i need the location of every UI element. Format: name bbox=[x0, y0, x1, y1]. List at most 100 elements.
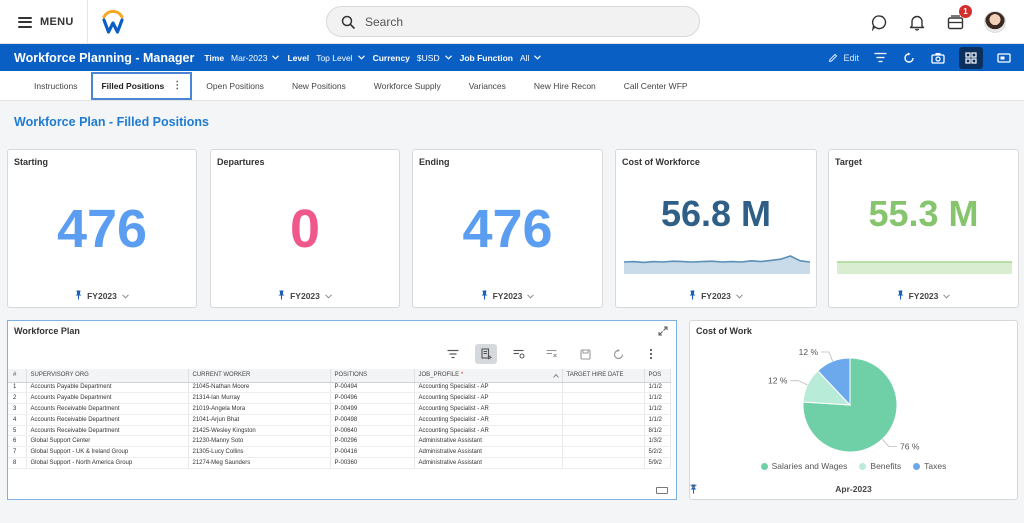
cell-supervisory-org[interactable]: Accounts Receivable Department bbox=[26, 414, 189, 426]
cell-current-worker[interactable]: 21274-Meg Saunders bbox=[188, 457, 331, 469]
legend-item[interactable]: Benefits bbox=[859, 461, 901, 471]
legend-item[interactable]: Salaries and Wages bbox=[760, 461, 847, 471]
cell-current-worker[interactable]: 21045-Nathan Moore bbox=[188, 382, 331, 394]
cell-position[interactable]: P-00360 bbox=[330, 457, 415, 469]
cell-position[interactable]: P-00416 bbox=[330, 446, 415, 459]
workday-logo-icon[interactable] bbox=[100, 9, 126, 35]
filter-level-dropdown[interactable]: Top Level bbox=[316, 53, 365, 63]
table-document-button[interactable] bbox=[475, 344, 497, 364]
kpi-card-target[interactable]: Target 55.3 M FY2023 bbox=[828, 149, 1019, 308]
expand-icon[interactable] bbox=[658, 326, 668, 336]
menu-button[interactable]: MENU bbox=[18, 12, 74, 32]
cell-job-profile[interactable]: Administrative Assistant bbox=[414, 435, 563, 448]
cell-target-hire-date[interactable] bbox=[562, 414, 645, 426]
cell-index[interactable]: 7 bbox=[8, 446, 27, 459]
cell-supervisory-org[interactable]: Global Support - UK & Ireland Group bbox=[26, 446, 189, 459]
col-header-supervisory-org[interactable]: SUPERVISORY ORG bbox=[26, 369, 189, 383]
cell-supervisory-org[interactable]: Global Support Center bbox=[26, 435, 189, 448]
tab-instructions[interactable]: Instructions bbox=[34, 80, 78, 91]
filter-time-dropdown[interactable]: Mar-2023 bbox=[231, 53, 280, 63]
cell-supervisory-org[interactable]: Accounts Receivable Department bbox=[26, 403, 189, 415]
table-refresh-button[interactable] bbox=[607, 344, 629, 364]
cell-job-profile[interactable]: Administrative Assistant bbox=[414, 446, 563, 459]
table-row[interactable]: 2 Accounts Payable Department 21314-Ian Mu… bbox=[8, 392, 671, 405]
search-box[interactable] bbox=[326, 6, 700, 37]
table-row[interactable]: 5 Accounts Receivable Department 21425-Wes… bbox=[8, 425, 671, 437]
tab-new-positions[interactable]: New Positions bbox=[291, 80, 346, 91]
cell-index[interactable]: 3 bbox=[8, 403, 27, 415]
cell-current-worker[interactable]: 21305-Lucy Collins bbox=[188, 446, 331, 459]
cell-index[interactable]: 1 bbox=[8, 382, 27, 394]
avatar[interactable] bbox=[984, 11, 1006, 33]
table-filter-button[interactable] bbox=[442, 344, 464, 364]
tab-call-center-wfp[interactable]: Call Center WFP bbox=[623, 80, 688, 91]
filter-button[interactable] bbox=[872, 50, 888, 66]
cell-target-hire-date[interactable] bbox=[562, 457, 645, 469]
notifications-button[interactable] bbox=[908, 13, 926, 31]
search-input[interactable] bbox=[365, 14, 665, 29]
refresh-button[interactable] bbox=[901, 50, 917, 66]
cell-index[interactable]: 5 bbox=[8, 425, 27, 437]
col-header-index[interactable]: # bbox=[8, 369, 27, 383]
table-row[interactable]: 6 Global Support Center 21230-Manny Soto P-… bbox=[8, 435, 671, 448]
cell-target-hire-date[interactable] bbox=[562, 446, 645, 459]
cell-pos[interactable]: 5/2/2 bbox=[644, 446, 671, 459]
tab-filled-positions[interactable]: Filled Positions ⋮ bbox=[91, 71, 193, 100]
table-export-button[interactable] bbox=[541, 344, 563, 364]
cell-position[interactable]: P-00499 bbox=[330, 403, 415, 415]
cell-current-worker[interactable]: 21230-Manny Soto bbox=[188, 435, 331, 448]
cell-pos[interactable]: 1/1/2 bbox=[644, 414, 671, 426]
cell-target-hire-date[interactable] bbox=[562, 403, 645, 415]
snapshot-button[interactable] bbox=[930, 50, 946, 66]
col-header-positions[interactable]: POSITIONS bbox=[330, 369, 415, 383]
kpi-period-dropdown[interactable]: FY2023 bbox=[413, 290, 602, 302]
tab-open-positions[interactable]: Open Positions bbox=[206, 80, 264, 91]
kpi-period-dropdown[interactable]: FY2023 bbox=[8, 290, 196, 302]
kpi-card-ending[interactable]: Ending 476 FY2023 bbox=[412, 149, 603, 308]
cell-job-profile[interactable]: Accounting Specialist - AP bbox=[414, 382, 563, 394]
cell-target-hire-date[interactable] bbox=[562, 435, 645, 448]
cell-position[interactable]: P-00496 bbox=[330, 392, 415, 405]
col-header-target-hire-date[interactable]: TARGET HIRE DATE bbox=[562, 369, 645, 383]
cell-current-worker[interactable]: 21019-Angela Mora bbox=[188, 403, 331, 415]
table-row[interactable]: 3 Accounts Receivable Department 21019-Ang… bbox=[8, 403, 671, 415]
chart-period-dropdown[interactable]: Apr-2023 bbox=[690, 484, 1017, 494]
cell-target-hire-date[interactable] bbox=[562, 425, 645, 437]
filter-currency-dropdown[interactable]: $USD bbox=[417, 53, 452, 63]
cell-position[interactable]: P-00494 bbox=[330, 382, 415, 394]
pie-slice-taxes[interactable] bbox=[817, 357, 851, 407]
presentation-button[interactable] bbox=[996, 50, 1012, 66]
cell-pos[interactable]: 1/3/2 bbox=[644, 435, 671, 448]
table-row[interactable]: 7 Global Support - UK & Ireland Group 2130… bbox=[8, 446, 671, 459]
edit-button[interactable]: Edit bbox=[828, 53, 859, 63]
sort-icon[interactable] bbox=[552, 374, 559, 378]
col-header-current-worker[interactable]: CURRENT WORKER bbox=[188, 369, 331, 383]
table-save-button[interactable] bbox=[574, 344, 596, 364]
tab-workforce-supply[interactable]: Workforce Supply bbox=[373, 80, 441, 91]
cell-target-hire-date[interactable] bbox=[562, 392, 645, 405]
table-row[interactable]: 4 Accounts Receivable Department 21041-Arj… bbox=[8, 414, 671, 426]
cell-pos[interactable]: 5/9/2 bbox=[644, 457, 671, 469]
table-more-button[interactable] bbox=[640, 344, 662, 364]
table-settings-button[interactable] bbox=[508, 344, 530, 364]
cell-job-profile[interactable]: Administrative Assistant bbox=[414, 457, 563, 469]
cell-supervisory-org[interactable]: Global Support - North America Group bbox=[26, 457, 189, 469]
more-options-icon[interactable]: ⋮ bbox=[172, 80, 183, 91]
cell-index[interactable]: 2 bbox=[8, 392, 27, 405]
kpi-period-dropdown[interactable]: FY2023 bbox=[616, 290, 816, 302]
cell-job-profile[interactable]: Accounting Specialist - AP bbox=[414, 392, 563, 405]
kpi-card-departures[interactable]: Departures 0 FY2023 bbox=[210, 149, 400, 308]
cell-position[interactable]: P-00498 bbox=[330, 414, 415, 426]
cell-position[interactable]: P-00640 bbox=[330, 425, 415, 437]
cell-current-worker[interactable]: 21314-Ian Murray bbox=[188, 392, 331, 405]
cell-pos[interactable]: 1/1/2 bbox=[644, 403, 671, 415]
chat-button[interactable] bbox=[870, 13, 888, 31]
table-row[interactable]: 8 Global Support - North America Group 212… bbox=[8, 457, 671, 469]
legend-item[interactable]: Taxes bbox=[913, 461, 946, 471]
cell-supervisory-org[interactable]: Accounts Payable Department bbox=[26, 382, 189, 394]
col-header-pos[interactable]: POS bbox=[644, 369, 671, 383]
cell-index[interactable]: 6 bbox=[8, 435, 27, 448]
cell-pos[interactable]: 1/1/2 bbox=[644, 382, 671, 394]
cell-supervisory-org[interactable]: Accounts Payable Department bbox=[26, 392, 189, 405]
cell-pos[interactable]: 8/1/2 bbox=[644, 425, 671, 437]
